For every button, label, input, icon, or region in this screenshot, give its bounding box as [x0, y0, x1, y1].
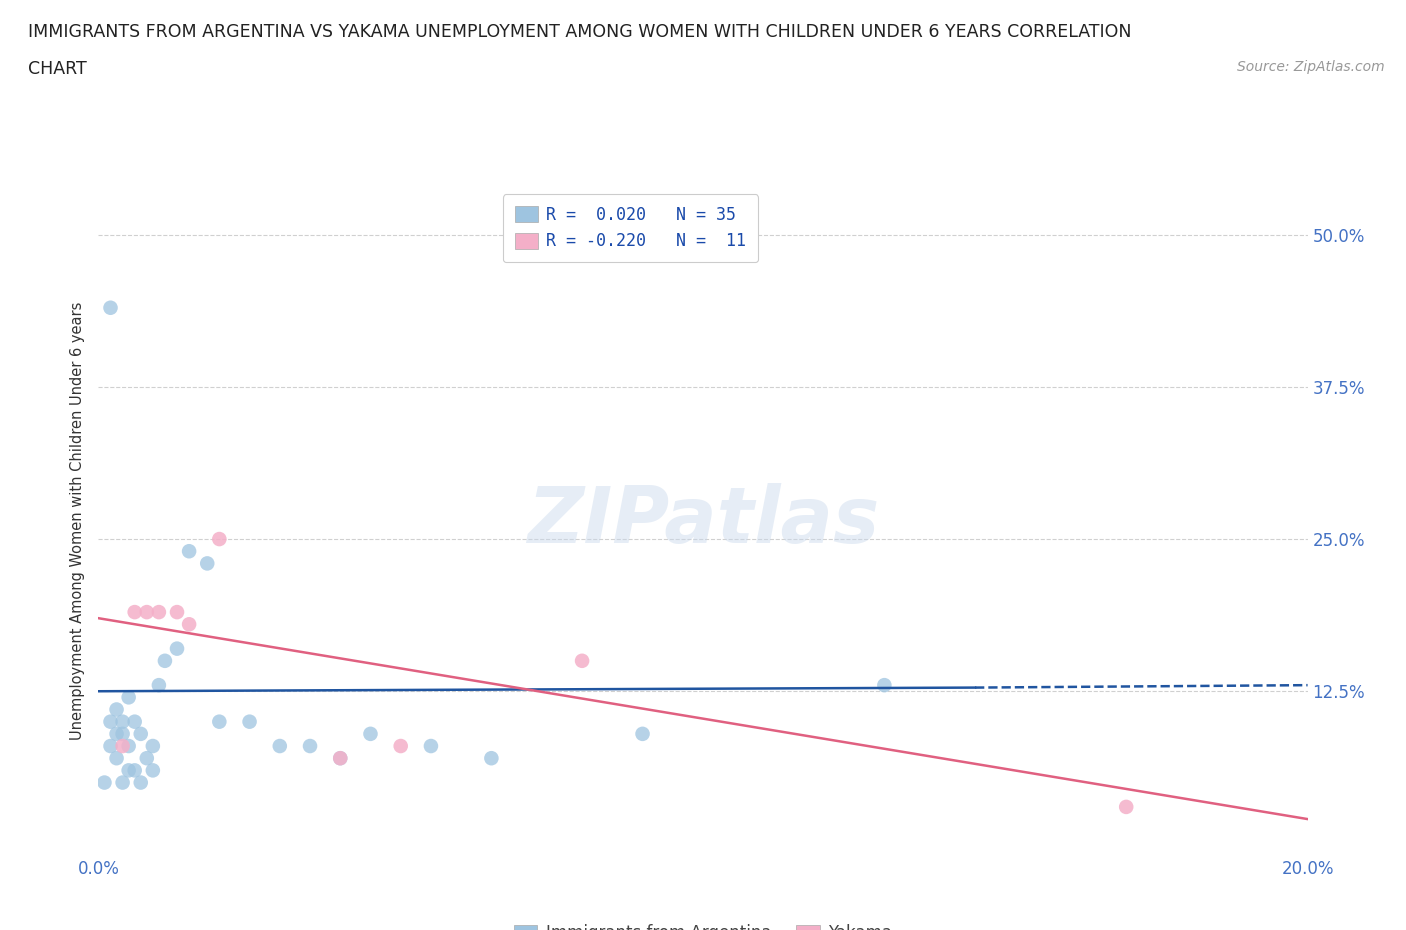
Point: [208, 532, 231, 547]
Point: [153, 654, 176, 669]
Point: [124, 714, 146, 729]
Point: [420, 738, 443, 753]
Point: [873, 678, 896, 693]
Point: [105, 702, 128, 717]
Point: [166, 604, 188, 619]
Point: [135, 751, 157, 765]
Point: [179, 544, 201, 559]
Point: [195, 556, 218, 571]
Point: [389, 738, 412, 753]
Point: [142, 738, 165, 753]
Text: CHART: CHART: [28, 60, 87, 78]
Point: [166, 641, 188, 656]
Point: [631, 726, 654, 741]
Point: [148, 604, 170, 619]
Point: [100, 714, 122, 729]
Text: IMMIGRANTS FROM ARGENTINA VS YAKAMA UNEMPLOYMENT AMONG WOMEN WITH CHILDREN UNDER: IMMIGRANTS FROM ARGENTINA VS YAKAMA UNEM…: [28, 23, 1132, 41]
Y-axis label: Unemployment Among Women with Children Under 6 years: Unemployment Among Women with Children U…: [70, 301, 86, 740]
Text: Source: ZipAtlas.com: Source: ZipAtlas.com: [1237, 60, 1385, 74]
Point: [111, 775, 134, 790]
Point: [111, 738, 134, 753]
Point: [105, 726, 128, 741]
Point: [179, 617, 201, 631]
Point: [148, 678, 170, 693]
Point: [208, 714, 231, 729]
Point: [1115, 800, 1137, 815]
Point: [239, 714, 262, 729]
Point: [118, 690, 141, 705]
Point: [93, 775, 115, 790]
Point: [269, 738, 291, 753]
Point: [329, 751, 352, 765]
Point: [129, 726, 152, 741]
Point: [111, 726, 134, 741]
Point: [124, 763, 146, 777]
Point: [299, 738, 322, 753]
Point: [329, 751, 352, 765]
Point: [571, 654, 593, 669]
Legend: Immigrants from Argentina, Yakama: Immigrants from Argentina, Yakama: [508, 918, 898, 930]
Point: [118, 738, 141, 753]
Point: [100, 738, 122, 753]
Point: [129, 775, 152, 790]
Point: [111, 714, 134, 729]
Point: [118, 763, 141, 777]
Point: [124, 604, 146, 619]
Point: [142, 763, 165, 777]
Point: [105, 751, 128, 765]
Point: [481, 751, 503, 765]
Point: [360, 726, 382, 741]
Point: [100, 300, 122, 315]
Point: [135, 604, 157, 619]
Text: ZIPatlas: ZIPatlas: [527, 483, 879, 559]
